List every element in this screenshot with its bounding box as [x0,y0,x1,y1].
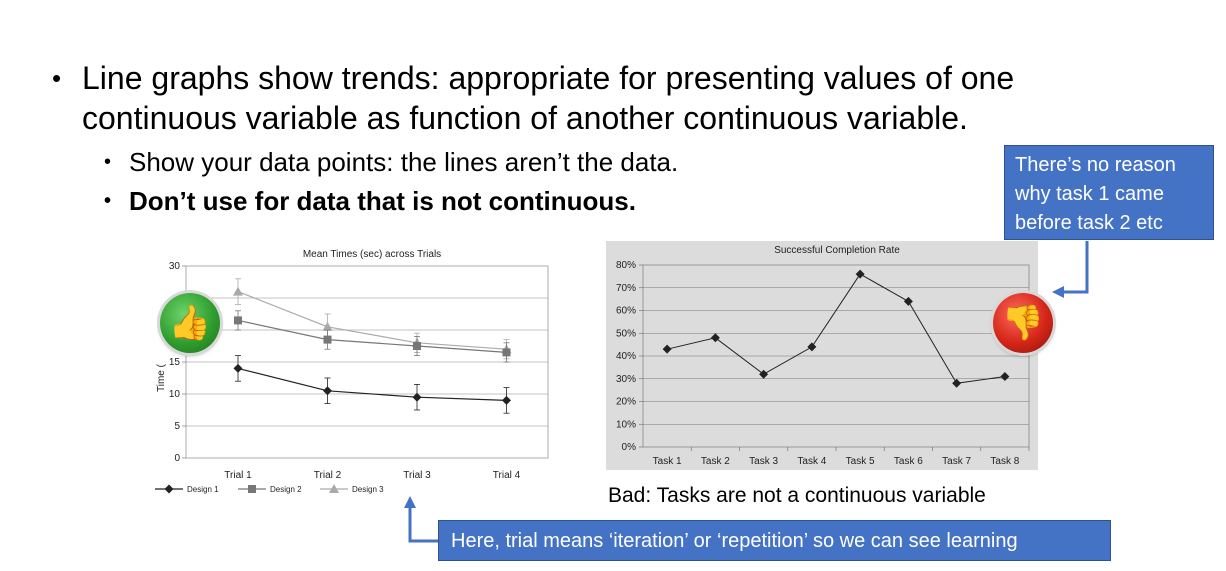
chart2-ytick-label: 30% [616,374,636,385]
chart2-data-point [855,269,865,279]
chart1-marks [233,278,512,414]
chart2-data-point [759,369,769,379]
sub-bullet-2: • Don’t use for data that is not continu… [104,185,636,217]
caption-bad: Bad: Tasks are not a continuous variable [608,484,986,507]
chart2-ytick-label: 70% [616,283,636,294]
callout-trial-meaning: Here, trial means ‘iteration’ or ‘repeti… [438,520,1111,561]
chart2-ytick-label: 0% [622,442,637,453]
chart2-data-point [1000,371,1010,381]
chart1-legend-marker [164,484,174,494]
chart1-data-point [234,316,242,325]
chart1-data-point [412,392,422,402]
chart1-ytick-label: 30 [169,261,181,272]
chart2-ytick-label: 60% [616,306,636,317]
sub-bullet-1: • Show your data points: the lines aren’… [104,146,678,178]
chart1-legend-marker [248,485,256,493]
chart1-data-point [323,335,332,344]
bullet-glyph: • [104,190,112,212]
chart2-ytick-label: 50% [616,328,636,339]
chart2-xtick-label: Task 5 [846,456,875,467]
chart1-legend-marker [329,484,339,493]
chart2-marks [662,269,1010,388]
chart1-data-point [502,395,511,405]
chart1-data-point [322,321,333,331]
chart1-series-line [237,367,507,401]
chart2-data-point [903,296,913,306]
chart1-ytick-label: 0 [174,453,180,464]
main-bullet-text: Line graphs show trends: appropriate for… [82,60,1015,136]
sub-bullet-2-text: Don’t use for data that is not continuou… [129,186,636,216]
bullet-glyph: • [104,151,112,173]
chart1-xtick-label: Trial 4 [493,470,521,481]
chart2-xtick-label: Task 2 [701,456,730,467]
chart2-data-point [662,344,672,354]
chart1-data-point [233,363,243,373]
arrow-to-chart2 [1052,241,1089,298]
chart1-title: Mean Times (sec) across Trials [303,249,441,260]
chart2-ytick-label: 10% [616,419,636,430]
chart1-xtick-label: Trial 1 [224,470,252,481]
chart2-xtick-label: Task 7 [942,456,971,467]
chart1-ytick-label: 5 [174,421,180,432]
main-bullet: • Line graphs show trends: appropriate f… [52,58,1112,138]
chart1-legend-label: Design 1 [187,485,219,494]
chart1-data-point [502,348,511,357]
chart1-ytick-label: 10 [169,389,181,400]
chart1-ylabel: Time ( [156,363,167,392]
chart2-background [606,241,1038,470]
chart2-xtick-label: Task 6 [894,456,923,467]
thumbs-up-icon: 👍 [160,293,220,353]
chart1-ticks: 0 5 10 15 30 Trial 1 Trial 2 Trial 3 Trial 4 [169,261,521,481]
chart2-series-line [667,273,1005,384]
chart2-ytick-label: 80% [616,260,636,271]
callout-task-order: There’s no reason why task 1 came before… [1004,145,1214,240]
chart2-data-point [952,378,962,388]
chart1-legend: Design 1 Design 2 Design 3 [155,484,384,494]
chart1-xtick-label: Trial 2 [314,470,342,481]
chart1-data-point [233,286,243,296]
sub-bullet-1-text: Show your data points: the lines aren’t … [129,147,679,177]
bullet-glyph: • [52,63,62,93]
arrow-to-trial-axis [404,496,438,543]
chart1-xtick-label: Trial 3 [403,470,431,481]
chart2-ytick-label: 20% [616,397,636,408]
chart1-ytick-label: 15 [169,357,181,368]
chart2-xtick-label: Task 4 [797,456,826,467]
chart2-title: Successful Completion Rate [774,245,900,256]
chart2-xtick-label: Task 8 [990,456,1019,467]
chart1-series-line [237,291,507,350]
chart2-ytick-label: 40% [616,351,636,362]
chart2-data-point [710,333,720,343]
chart1-legend-label: Design 2 [270,485,302,494]
chart2-gridlines [643,287,1029,425]
chart2-xtick-label: Task 1 [653,456,682,467]
chart1-legend-label: Design 3 [352,485,384,494]
thumbs-down-icon: 👎 [993,293,1053,353]
chart2-ticks: 0% 10% 20% 30% 40% 50% 60% 70% 80% Task 1 Task 2 Ta… [616,260,1030,467]
chart1-data-point [323,386,332,396]
chart1-data-point [413,342,421,350]
chart2-data-point [807,342,817,352]
chart1-series-line [237,319,507,353]
chart2-xtick-label: Task 3 [749,456,778,467]
